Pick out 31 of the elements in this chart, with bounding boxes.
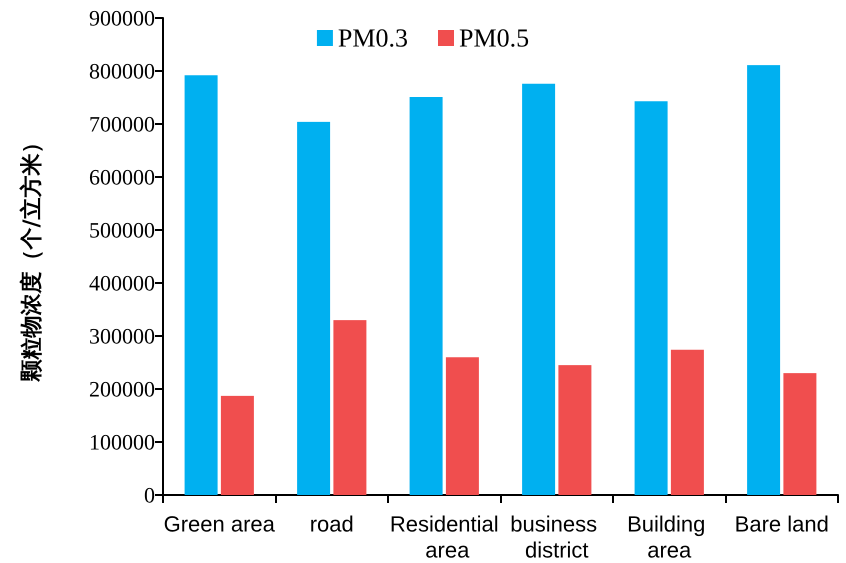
x-tick-label: Residential area — [390, 512, 499, 562]
y-tick-label: 600000 — [89, 164, 155, 190]
y-tick-label: 800000 — [89, 58, 155, 84]
y-tick-label: 900000 — [89, 6, 155, 30]
bar — [220, 396, 254, 495]
x-tick-label: Green area — [164, 512, 276, 536]
y-axis-title: 颗粒物浓度（个/立方米） — [18, 131, 44, 383]
bar — [410, 96, 443, 495]
x-tick-label: Building area — [627, 512, 712, 562]
x-tick-label: business district — [510, 512, 604, 562]
y-tick-label: 200000 — [89, 376, 155, 402]
legend-label: PM0.3 — [338, 24, 408, 52]
bar — [558, 365, 592, 495]
y-tick-label: 700000 — [89, 112, 155, 136]
bar — [446, 357, 479, 495]
bar — [333, 320, 366, 495]
y-tick-label: 100000 — [89, 430, 155, 454]
legend-label: PM0.5 — [459, 24, 530, 52]
y-tick-label: 500000 — [89, 218, 155, 242]
bar — [522, 84, 556, 495]
bar — [670, 350, 704, 495]
bar — [783, 373, 816, 495]
bar — [297, 122, 330, 495]
bar — [747, 65, 780, 495]
x-tick-label: Bare land — [734, 512, 829, 536]
y-tick-label: 400000 — [89, 270, 155, 296]
bar — [634, 101, 668, 495]
y-tick-label: 0 — [144, 482, 155, 508]
y-tick-label: 300000 — [89, 324, 155, 348]
x-tick-label: road — [310, 512, 354, 536]
bar — [184, 75, 218, 495]
